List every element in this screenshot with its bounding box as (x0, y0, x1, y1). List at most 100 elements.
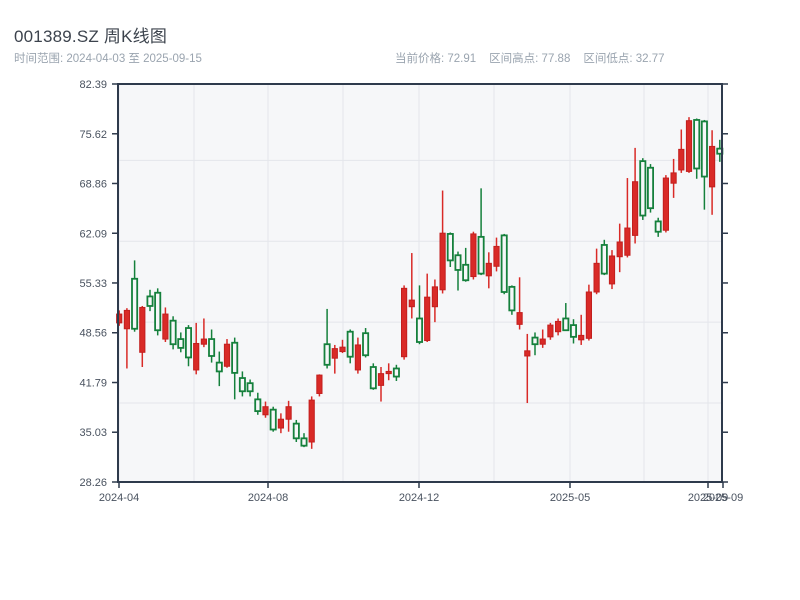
candle-up (308, 399, 315, 443)
current-price-label: 当前价格: 72.91 (395, 53, 477, 65)
candle-up (593, 262, 600, 293)
candle-up (223, 343, 231, 367)
candle-down (508, 285, 516, 312)
candle-up (377, 373, 385, 386)
y-tick-label: 68.86 (79, 178, 107, 190)
candle-down (254, 398, 262, 413)
candle-down (693, 119, 701, 170)
candle-up (632, 181, 639, 236)
y-tick-label: 35.03 (79, 427, 107, 439)
candle-down (562, 317, 570, 332)
candle-down (346, 330, 354, 358)
candle-up (608, 255, 616, 285)
candle-down (362, 332, 370, 357)
date-range-label: 时间范围: 2024-04-03 至 2025-09-15 (14, 53, 202, 65)
candle-up (277, 418, 284, 429)
candle-down (654, 220, 662, 233)
candle-up (193, 342, 200, 371)
candle-down (323, 343, 331, 366)
candle-up (555, 320, 562, 333)
candle-down (231, 341, 239, 374)
range-low-label: 区间低点: 32.77 (583, 53, 665, 65)
candle-up (439, 232, 446, 291)
x-tick-label: 2024-12 (399, 492, 439, 504)
plot-background (118, 84, 722, 482)
candle-up (485, 262, 492, 277)
candle-up (162, 313, 169, 340)
candle-down (454, 254, 462, 271)
candle-down (177, 338, 185, 349)
candle-down (169, 319, 177, 346)
y-tick-label: 62.09 (79, 228, 107, 240)
y-tick-label: 75.62 (79, 129, 107, 141)
candle-down (531, 336, 539, 346)
candle-down (392, 367, 400, 378)
candle-down (639, 160, 647, 217)
candle-up (616, 241, 623, 258)
x-tick-label: 2025-09 (688, 492, 728, 504)
candle-up (339, 346, 346, 353)
candle-down (292, 422, 300, 440)
candle-up (401, 287, 408, 358)
candle-up (331, 348, 338, 359)
candle-up (354, 344, 361, 371)
candle-down (208, 338, 216, 357)
candle-up (262, 406, 269, 416)
candle-up (516, 312, 523, 325)
x-tick-label: 2024-08 (248, 492, 288, 504)
candle-down (131, 277, 139, 330)
candle-down (215, 361, 223, 373)
candle-up (524, 350, 531, 357)
candle-down (146, 295, 154, 307)
candle-up (431, 286, 438, 308)
candle-up (678, 148, 685, 171)
x-tick-label: 2024-04 (99, 492, 139, 504)
candle-up (385, 370, 392, 375)
candle-down (269, 408, 277, 431)
candle-down (570, 324, 578, 338)
candle-down (500, 234, 508, 293)
chart-title: 001389.SZ 周K线图 (14, 27, 168, 46)
candle-down (184, 327, 192, 359)
stats-row: 当前价格: 72.91 区间高点: 77.88 区间低点: 32.77 (395, 50, 665, 66)
candle-up (285, 406, 292, 420)
candle-up (670, 172, 677, 184)
candle-down (446, 233, 454, 262)
y-tick-label: 82.39 (79, 79, 107, 91)
candle-down (369, 366, 377, 390)
candle-down (154, 291, 162, 332)
candle-up (200, 338, 208, 345)
candle-up (123, 309, 131, 330)
candle-up (139, 306, 146, 353)
candle-up (585, 291, 592, 339)
candle-up (408, 299, 415, 308)
range-high-label: 区间高点: 77.88 (489, 53, 571, 65)
candle-down (246, 382, 254, 393)
candle-up (470, 233, 477, 278)
y-tick-label: 28.26 (79, 477, 107, 489)
candle-up (316, 374, 323, 394)
candle-up (685, 120, 693, 172)
candle-down (477, 235, 485, 275)
candle-down (700, 120, 708, 178)
x-tick-label: 2025-05 (550, 492, 590, 504)
candle-down (238, 377, 246, 393)
candle-up (624, 227, 631, 256)
candle-down (600, 244, 608, 275)
candle-down (462, 263, 470, 282)
candle-down (415, 317, 423, 343)
candle-up (578, 334, 585, 341)
x-tick-label: 2025-09 (703, 492, 743, 504)
candle-up (539, 338, 546, 345)
candle-up (547, 324, 554, 338)
candle-up (424, 296, 431, 342)
y-tick-label: 55.33 (79, 278, 107, 290)
candle-up (662, 177, 669, 231)
candle-up (116, 313, 123, 324)
candle-down (300, 437, 308, 447)
candle-down (647, 166, 655, 210)
y-tick-label: 48.56 (79, 328, 107, 340)
y-tick-label: 41.79 (79, 378, 107, 390)
candle-up (493, 245, 500, 267)
